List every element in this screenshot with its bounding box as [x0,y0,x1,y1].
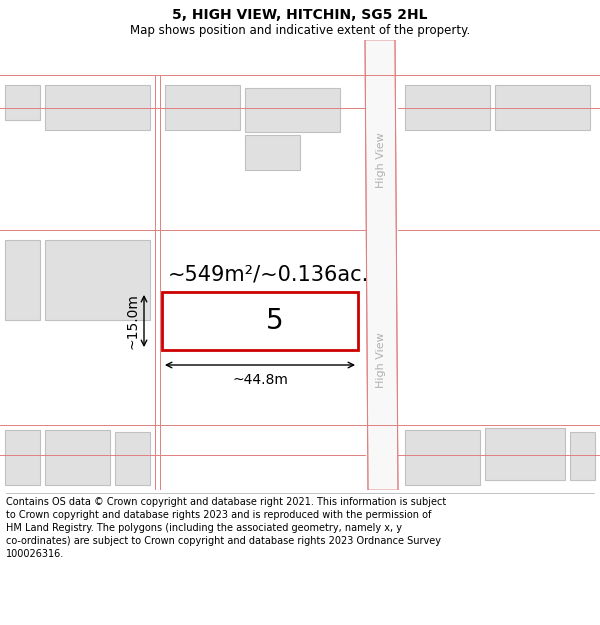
Polygon shape [165,85,240,130]
Text: High View: High View [376,132,386,188]
Polygon shape [162,292,358,350]
Polygon shape [405,85,490,130]
Polygon shape [115,432,150,485]
Text: High View: High View [376,332,386,388]
Text: ~44.8m: ~44.8m [232,373,288,387]
Polygon shape [45,85,150,130]
Text: 100026316.: 100026316. [6,549,64,559]
Text: ~15.0m: ~15.0m [125,293,139,349]
Polygon shape [45,430,110,485]
Polygon shape [245,135,300,170]
Polygon shape [485,428,565,480]
Text: HM Land Registry. The polygons (including the associated geometry, namely x, y: HM Land Registry. The polygons (includin… [6,523,402,533]
Text: 5: 5 [266,307,284,335]
Polygon shape [5,240,40,320]
Text: to Crown copyright and database rights 2023 and is reproduced with the permissio: to Crown copyright and database rights 2… [6,510,431,520]
Polygon shape [365,40,398,490]
Polygon shape [5,430,40,485]
Polygon shape [5,85,40,120]
Polygon shape [495,85,590,130]
Text: co-ordinates) are subject to Crown copyright and database rights 2023 Ordnance S: co-ordinates) are subject to Crown copyr… [6,536,441,546]
Text: Contains OS data © Crown copyright and database right 2021. This information is : Contains OS data © Crown copyright and d… [6,497,446,507]
Text: Map shows position and indicative extent of the property.: Map shows position and indicative extent… [130,24,470,37]
Polygon shape [570,432,595,480]
Polygon shape [405,430,480,485]
Text: ~549m²/~0.136ac.: ~549m²/~0.136ac. [168,265,369,285]
Polygon shape [45,240,150,320]
Polygon shape [172,297,302,345]
Text: 5, HIGH VIEW, HITCHIN, SG5 2HL: 5, HIGH VIEW, HITCHIN, SG5 2HL [172,8,428,22]
Polygon shape [245,88,340,132]
